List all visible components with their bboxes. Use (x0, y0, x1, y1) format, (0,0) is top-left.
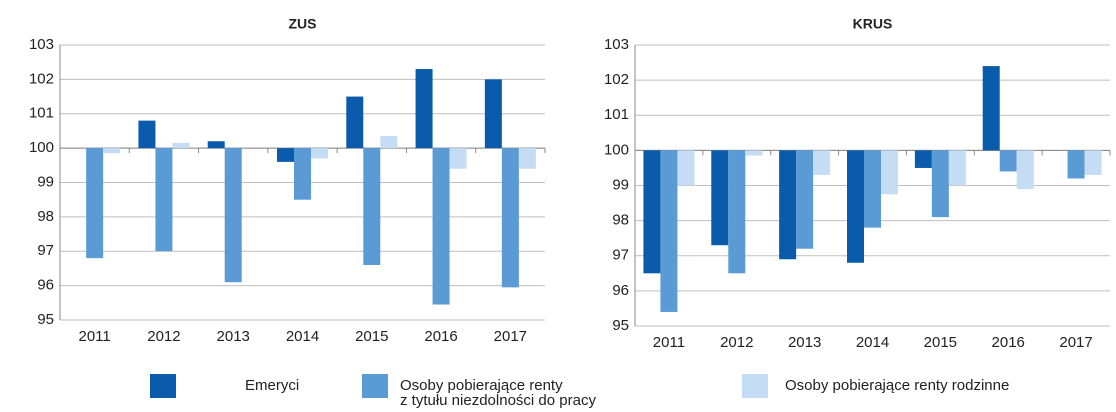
legend-label: Osoby pobierające renty z tytułu niezdoln… (400, 377, 596, 409)
legend-label: Osoby pobierające renty rodzinne (785, 377, 1009, 394)
bar (1067, 150, 1085, 179)
y-tick-label: 98 (612, 212, 629, 229)
y-tick-label: 101 (29, 105, 54, 122)
bar (728, 150, 746, 274)
x-tick-label: 2011 (79, 328, 111, 345)
y-tick-label: 101 (604, 106, 629, 123)
bar (643, 150, 661, 274)
bar (86, 148, 104, 259)
y-tick-label: 95 (37, 311, 54, 328)
bar (711, 150, 729, 246)
x-tick-label: 2016 (424, 328, 457, 345)
x-tick-label: 2017 (494, 328, 527, 345)
bar (363, 148, 381, 265)
bar (155, 148, 173, 252)
legend-label: Emeryci (245, 377, 299, 394)
bar (277, 148, 294, 162)
legend-swatch (362, 374, 388, 398)
bar (172, 142, 190, 149)
bar (449, 148, 467, 169)
y-tick-label: 96 (612, 282, 629, 299)
x-tick-label: 2015 (355, 328, 388, 345)
y-tick-label: 103 (29, 36, 54, 53)
y-tick-label: 99 (612, 176, 629, 193)
x-tick-label: 2013 (788, 334, 821, 351)
y-tick-label: 103 (604, 36, 629, 53)
bar (380, 136, 398, 149)
y-tick-label: 99 (37, 173, 54, 190)
y-tick-label: 97 (612, 247, 629, 264)
x-tick-label: 2014 (286, 328, 319, 345)
bar (138, 120, 156, 149)
bar (796, 150, 814, 249)
bar (311, 148, 328, 159)
bar (1084, 150, 1102, 175)
bar (931, 150, 949, 218)
chart-title: KRUS (853, 16, 893, 32)
x-tick-label: 2015 (924, 334, 957, 351)
bar (745, 150, 763, 156)
bar (207, 141, 225, 149)
bar (914, 150, 932, 168)
x-tick-label: 2016 (992, 334, 1025, 351)
bar (224, 148, 242, 283)
bar (999, 150, 1017, 172)
bar (1016, 150, 1034, 190)
bar (779, 150, 797, 260)
bar (432, 148, 450, 305)
x-tick-label: 2012 (720, 334, 753, 351)
y-tick-label: 100 (29, 139, 54, 156)
y-tick-label: 102 (29, 70, 54, 87)
x-tick-label: 2017 (1059, 334, 1092, 351)
legend-swatch (150, 374, 176, 398)
bar (677, 150, 695, 186)
y-tick-label: 98 (37, 208, 54, 225)
legend-swatch (742, 374, 768, 398)
y-tick-label: 96 (37, 277, 54, 294)
bar (948, 150, 966, 186)
y-tick-label: 97 (37, 242, 54, 259)
x-tick-label: 2012 (147, 328, 180, 345)
bar (415, 69, 433, 149)
y-tick-label: 95 (612, 317, 629, 334)
y-tick-label: 102 (604, 71, 629, 88)
bar (518, 148, 536, 169)
bar (982, 66, 1000, 151)
bar (881, 150, 898, 195)
x-tick-label: 2013 (217, 328, 250, 345)
bar (864, 150, 881, 228)
bar (501, 148, 519, 288)
bar (484, 79, 502, 149)
y-tick-label: 100 (604, 141, 629, 158)
x-tick-label: 2011 (653, 334, 685, 351)
bar (103, 148, 121, 154)
bar (346, 96, 364, 149)
bar (294, 148, 311, 200)
bar (813, 150, 831, 175)
bar (660, 150, 678, 312)
x-tick-label: 2014 (856, 334, 889, 351)
chart-title: ZUS (289, 16, 317, 32)
bar (847, 150, 864, 263)
